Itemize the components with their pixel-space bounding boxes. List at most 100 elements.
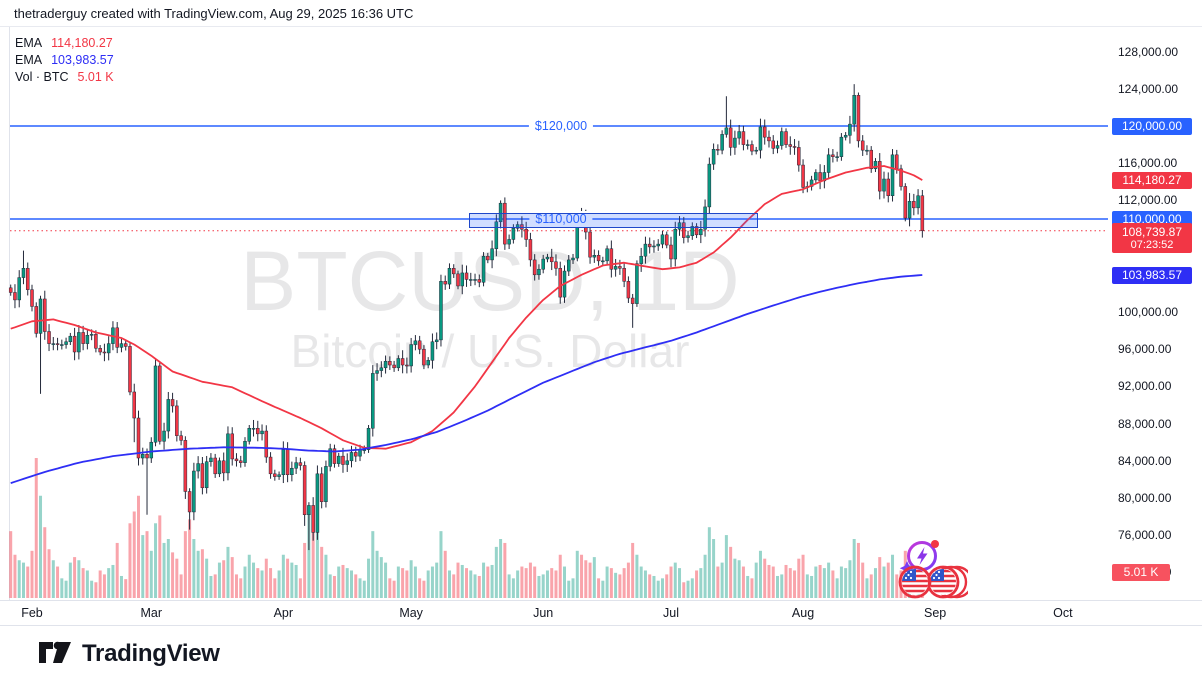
candle-body[interactable]: [315, 473, 320, 533]
candle-body[interactable]: [217, 460, 222, 475]
candle-body[interactable]: [549, 256, 554, 263]
candle-body[interactable]: [669, 244, 673, 260]
candle-body[interactable]: [396, 358, 401, 369]
candle-body[interactable]: [243, 441, 247, 463]
candle-body[interactable]: [273, 473, 277, 477]
candle-body[interactable]: [358, 449, 362, 457]
supply-zone-box[interactable]: [468, 212, 759, 229]
candle-body[interactable]: [818, 172, 822, 182]
ema-line[interactable]: [10, 165, 923, 450]
candle-body[interactable]: [860, 140, 865, 151]
candle-body[interactable]: [630, 297, 635, 304]
candle-body[interactable]: [162, 430, 166, 442]
candle-body[interactable]: [660, 234, 665, 245]
candle-body[interactable]: [690, 226, 695, 236]
candle-body[interactable]: [204, 461, 209, 489]
candle-body[interactable]: [507, 239, 511, 245]
candle-body[interactable]: [839, 136, 844, 157]
candle-body[interactable]: [494, 221, 499, 250]
candle-body[interactable]: [132, 391, 136, 419]
candle-body[interactable]: [72, 335, 77, 353]
candle-body[interactable]: [733, 137, 737, 148]
candle-body[interactable]: [890, 154, 895, 196]
candle-body[interactable]: [728, 127, 733, 148]
candle-body[interactable]: [528, 239, 533, 261]
candle-body[interactable]: [460, 272, 465, 287]
candle-body[interactable]: [677, 222, 682, 230]
candle-body[interactable]: [281, 449, 286, 476]
candle-body[interactable]: [285, 449, 290, 476]
candle-body[interactable]: [882, 178, 886, 192]
candle-body[interactable]: [119, 343, 124, 348]
candle-body[interactable]: [643, 243, 648, 257]
lightning-circle-icon[interactable]: [897, 534, 947, 585]
candle-body[interactable]: [302, 465, 307, 515]
candle-body[interactable]: [635, 263, 639, 304]
candle-body[interactable]: [486, 255, 490, 261]
candle-body[interactable]: [183, 440, 188, 492]
candle-body[interactable]: [332, 448, 337, 464]
candle-body[interactable]: [532, 259, 537, 276]
candle-body[interactable]: [920, 195, 925, 231]
candle-body[interactable]: [30, 289, 34, 307]
candle-body[interactable]: [912, 201, 916, 209]
candle-body[interactable]: [490, 248, 494, 261]
candle-body[interactable]: [473, 279, 477, 281]
candle-body[interactable]: [179, 435, 183, 441]
candle-body[interactable]: [392, 364, 396, 369]
candle-body[interactable]: [788, 144, 793, 147]
candle-body[interactable]: [814, 172, 818, 181]
candle-body[interactable]: [319, 473, 324, 502]
candle-body[interactable]: [865, 149, 869, 152]
candle-body[interactable]: [520, 224, 524, 230]
candle-body[interactable]: [618, 266, 622, 269]
candle-body[interactable]: [426, 360, 430, 366]
candle-body[interactable]: [311, 505, 315, 533]
candle-body[interactable]: [102, 351, 107, 354]
candle-body[interactable]: [716, 149, 720, 151]
candle-body[interactable]: [856, 95, 861, 142]
candle-body[interactable]: [724, 127, 729, 135]
candle-body[interactable]: [916, 195, 920, 209]
candle-body[interactable]: [405, 364, 409, 367]
candle-body[interactable]: [55, 343, 60, 345]
candle-body[interactable]: [13, 292, 17, 301]
candle-body[interactable]: [639, 255, 643, 264]
candle-body[interactable]: [784, 131, 788, 145]
candle-body[interactable]: [447, 268, 452, 285]
candle-body[interactable]: [869, 149, 873, 170]
candle-body[interactable]: [622, 268, 626, 282]
candle-body[interactable]: [524, 228, 528, 240]
candle-body[interactable]: [371, 373, 375, 429]
price-level-label[interactable]: $110,000: [529, 211, 593, 227]
candle-body[interactable]: [588, 231, 592, 258]
candle-body[interactable]: [175, 405, 179, 436]
candle-body[interactable]: [852, 95, 856, 125]
candle-body[interactable]: [605, 248, 609, 262]
candle-body[interactable]: [324, 466, 328, 502]
candle-body[interactable]: [328, 448, 332, 467]
candle-body[interactable]: [221, 460, 226, 474]
candle-body[interactable]: [843, 135, 848, 138]
candle-body[interactable]: [200, 463, 205, 489]
candle-body[interactable]: [388, 361, 392, 366]
candle-body[interactable]: [247, 428, 252, 442]
candle-body[interactable]: [251, 428, 256, 430]
candle-body[interactable]: [596, 255, 601, 262]
candle-body[interactable]: [17, 277, 21, 301]
candle-body[interactable]: [780, 131, 784, 146]
candle-body[interactable]: [737, 131, 741, 139]
candle-body[interactable]: [515, 224, 520, 229]
candle-body[interactable]: [758, 126, 763, 151]
candle-body[interactable]: [707, 163, 712, 208]
candle-body[interactable]: [234, 458, 239, 462]
candle-body[interactable]: [899, 168, 903, 187]
candle-body[interactable]: [354, 452, 358, 457]
candle-body[interactable]: [464, 272, 469, 280]
candle-body[interactable]: [545, 256, 550, 260]
candle-body[interactable]: [554, 261, 558, 269]
price-axis[interactable]: 128,000.00 124,000.00 116,000.00 112,000.00…: [1108, 27, 1202, 600]
candle-body[interactable]: [801, 164, 805, 188]
candle-body[interactable]: [613, 266, 618, 270]
